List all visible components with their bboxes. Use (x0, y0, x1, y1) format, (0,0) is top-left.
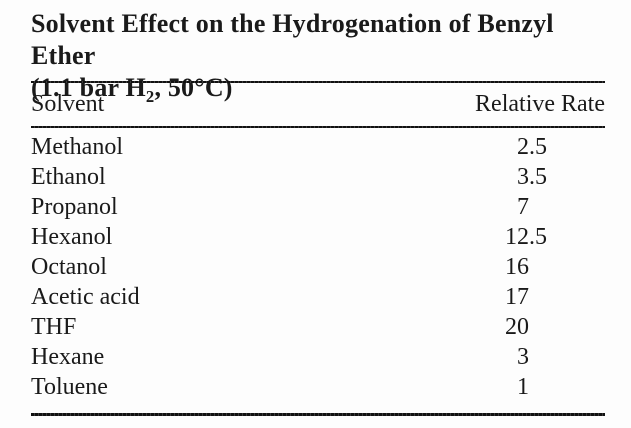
relative-rate-cell: 20 (505, 314, 529, 340)
table-row: Propanol 7 (31, 192, 605, 222)
table-row: Hexane 3 (31, 342, 605, 372)
table-title: Solvent Effect on the Hydrogenation of B… (31, 8, 605, 107)
solvent-cell: Ethanol (31, 164, 106, 190)
table-row: THF 20 (31, 312, 605, 342)
solvent-cell: Hexanol (31, 224, 113, 250)
solvent-cell: THF (31, 314, 77, 340)
relative-rate-cell: 3 (517, 344, 529, 370)
solvent-effect-table-figure: Solvent Effect on the Hydrogenation of B… (31, 0, 605, 428)
solvent-cell: Toluene (31, 374, 108, 400)
relative-rate-cell: 3.5 (517, 164, 547, 190)
table-row: Ethanol 3.5 (31, 162, 605, 192)
relative-rate-cell: 7 (517, 194, 529, 220)
title-conditions-prefix: (1.1 bar H (31, 73, 146, 102)
table-body: Methanol 2.5 Ethanol 3.5 Propanol 7 Hexanol 12.… (31, 132, 605, 402)
table-title-line-2: (1.1 bar H2, 50°C) (31, 72, 605, 107)
table-row: Hexanol 12.5 (31, 222, 605, 252)
relative-rate-cell: 12.5 (505, 224, 547, 250)
relative-rate-cell: 16 (505, 254, 529, 280)
column-header-solvent: Solvent (31, 91, 105, 117)
table-header-row: Solvent Relative Rate (31, 83, 605, 126)
h2-subscript: 2 (145, 87, 155, 107)
table-row: Octanol 16 (31, 252, 605, 282)
table-row: Methanol 2.5 (31, 132, 605, 162)
relative-rate-cell: 17 (505, 284, 529, 310)
title-conditions-suffix: , 50°C) (154, 73, 233, 102)
solvent-cell: Octanol (31, 254, 107, 280)
table-row: Acetic acid 17 (31, 282, 605, 312)
table-row: Toluene 1 (31, 372, 605, 402)
solvent-cell: Hexane (31, 344, 105, 370)
column-header-relative-rate: Relative Rate (475, 91, 605, 117)
solvent-cell: Methanol (31, 134, 123, 160)
relative-rate-cell: 1 (517, 374, 529, 400)
header-rule (31, 126, 605, 128)
solvent-cell: Acetic acid (31, 284, 140, 310)
bottom-rule (31, 413, 605, 416)
relative-rate-cell: 2.5 (517, 134, 547, 160)
solvent-cell: Propanol (31, 194, 118, 220)
top-rule (31, 81, 605, 83)
table-title-line-1: Solvent Effect on the Hydrogenation of B… (31, 9, 554, 70)
